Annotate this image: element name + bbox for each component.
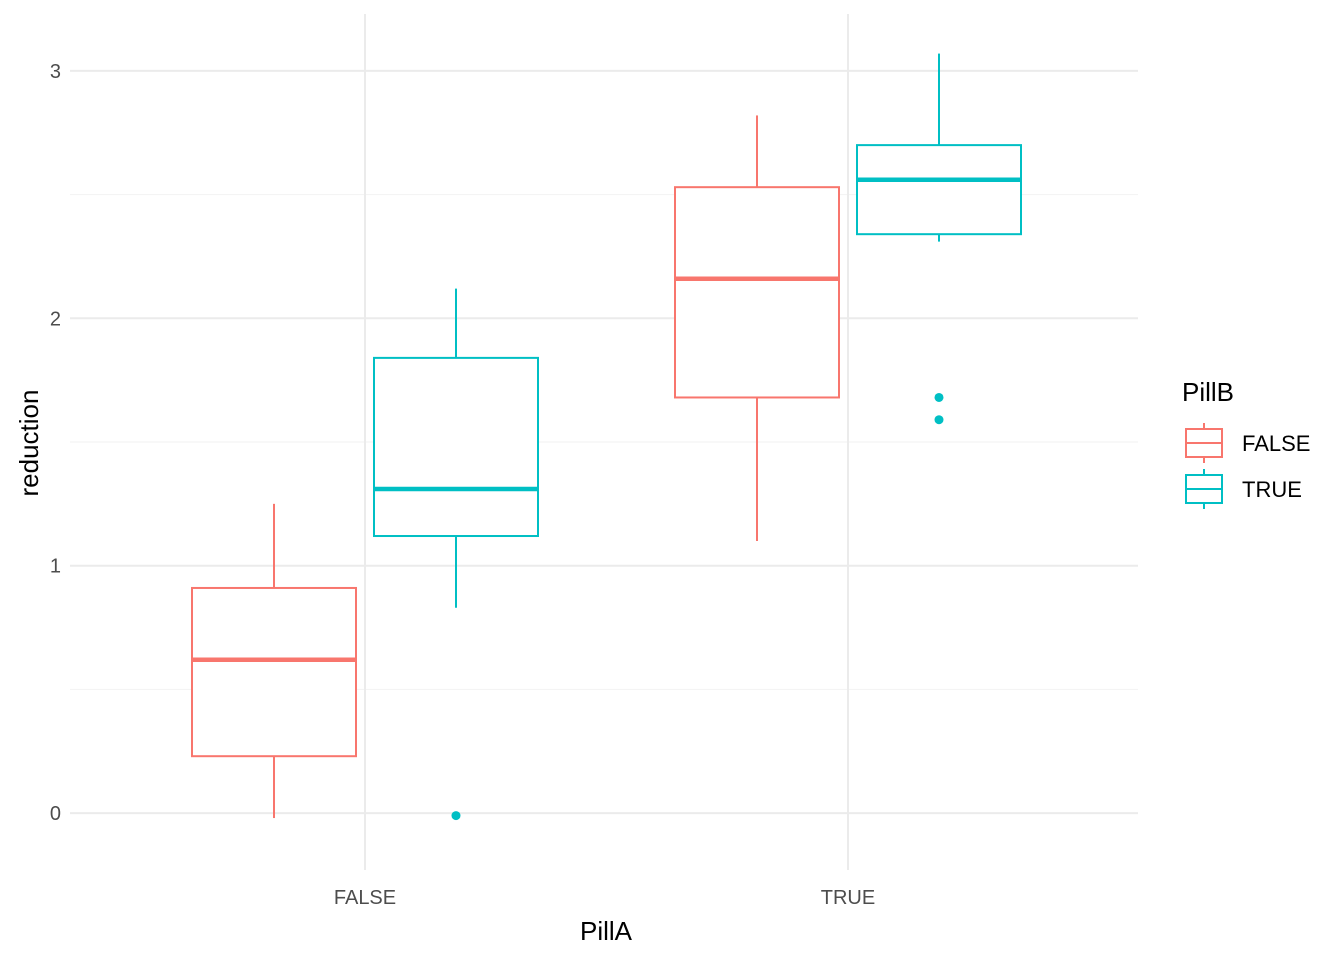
box-iqr [373, 356, 539, 538]
y-tick-label: 2 [50, 308, 61, 330]
legend-label: TRUE [1242, 477, 1302, 502]
y-tick-label: 3 [50, 61, 61, 83]
x-axis-title: PillA [580, 916, 633, 946]
x-tick-label: TRUE [821, 887, 875, 909]
y-tick-label: 0 [50, 803, 61, 825]
legend-label: FALSE [1242, 431, 1310, 456]
legend: PillB FALSE TRUE [1182, 377, 1310, 509]
box-true-false [373, 288, 539, 821]
y-axis-title: reduction [14, 390, 44, 497]
y-tick-label: 1 [50, 556, 61, 578]
legend-key-false: FALSE [1185, 423, 1310, 463]
box-iqr [856, 144, 1022, 236]
box-iqr [191, 586, 357, 758]
outlier-point [451, 811, 461, 821]
box-false-true [674, 115, 840, 541]
legend-key-true: TRUE [1185, 469, 1302, 509]
x-tick-label: FALSE [334, 887, 396, 909]
grid-lines [70, 14, 1138, 870]
box-false-false [191, 503, 357, 819]
y-axis-ticks: 0 1 2 3 [50, 61, 61, 825]
box-series [191, 53, 1022, 821]
legend-title: PillB [1182, 377, 1234, 407]
outlier-point [934, 415, 944, 425]
box-iqr [674, 186, 840, 399]
x-axis-ticks: FALSE TRUE [334, 887, 875, 909]
outlier-point [934, 392, 944, 402]
box-true-true [856, 53, 1022, 425]
